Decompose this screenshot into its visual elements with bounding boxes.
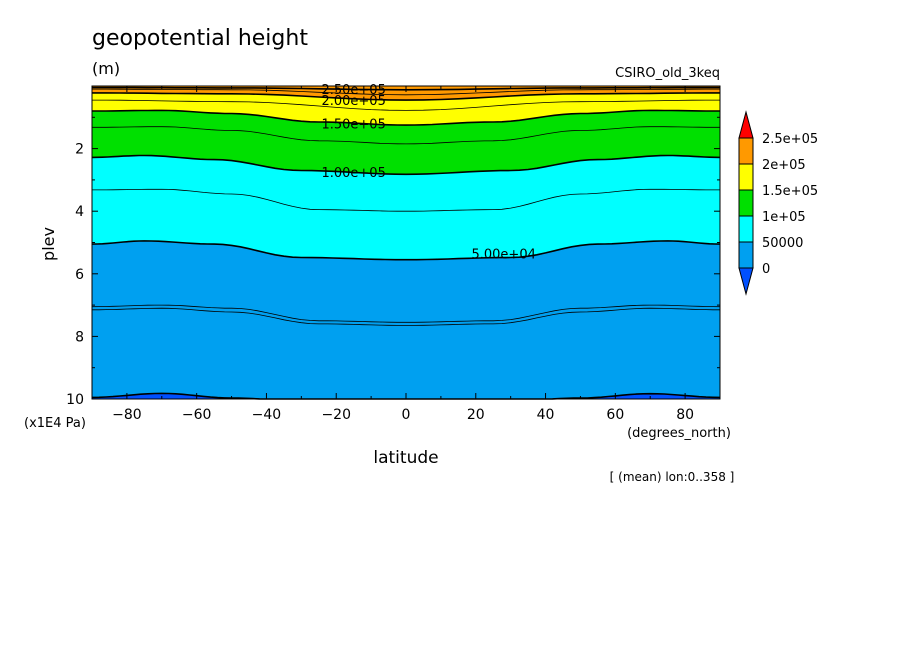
model-name: CSIRO_old_3keq: [615, 66, 720, 81]
contour-line-100000: [91, 154, 721, 176]
y-axis: 2 4 6 8 10: [66, 116, 720, 408]
x-tick-label--40: −40: [252, 407, 282, 423]
y-tick-label-4: 4: [75, 204, 84, 220]
x-tick-label--60: −60: [182, 407, 212, 423]
contour-label-200000: 2.00e+05: [321, 94, 385, 109]
y-tick-label-8: 8: [75, 329, 84, 345]
colorbar-swatch-2: [738, 163, 754, 191]
y-axis-units: (x1E4 Pa): [24, 416, 86, 431]
contour-label-150000: 1.50e+05: [321, 118, 385, 133]
colorbar-swatch-3: [738, 189, 754, 217]
contour-line-thin-24000: [92, 307, 720, 326]
x-tick-label-60: 60: [606, 407, 624, 423]
x-tick-label--80: −80: [112, 407, 142, 423]
chart-title: geopotential height: [92, 26, 308, 51]
contour-label-250000: 2.50e+05: [321, 83, 385, 98]
contour-line-thin-75000: [92, 188, 720, 212]
x-axis-label: latitude: [373, 448, 438, 468]
band-below-50000: [92, 240, 720, 399]
colorbar-swatch-1: [738, 137, 754, 165]
contour-line-150000: [92, 109, 720, 126]
plot-area: 5.00e+04 1.00e+05 1.50e+05 2.00e+052.50e+05: [91, 83, 721, 400]
colorbar-label-0: 2.5e+05: [762, 132, 818, 147]
x-tick-label-80: 80: [676, 407, 694, 423]
chart-units: (m): [92, 59, 120, 78]
y-axis-label: plev: [39, 227, 58, 261]
contour-line-thin-175000: [92, 99, 720, 111]
colorbar-swatch-5: [738, 241, 754, 269]
colorbar: 2.5e+05 2e+05 1.5e+05 1e+05 50000 0: [738, 110, 818, 296]
colorbar-label-5: 0: [762, 262, 770, 277]
mean-note: [ (mean) lon:0..358 ]: [610, 470, 735, 484]
colorbar-arrow-top: [738, 110, 754, 139]
colorbar-arrow-bottom: [738, 267, 754, 296]
x-tick-label--20: −20: [321, 407, 351, 423]
x-axis: −80 −60 −40 −20 0 20 40 60 80: [91, 86, 721, 423]
colorbar-label-4: 50000: [762, 236, 803, 251]
x-tick-label-20: 20: [467, 407, 485, 423]
x-axis-units: (degrees_north): [627, 426, 731, 441]
colorbar-label-2: 1.5e+05: [762, 184, 818, 199]
colorbar-swatch-4: [738, 215, 754, 243]
contour-line-50000: [91, 240, 721, 261]
y-tick-label-10: 10: [66, 392, 84, 408]
contour-label-50000: 5.00e+04: [471, 247, 535, 262]
colorbar-label-1: 2e+05: [762, 158, 806, 173]
x-tick-label-0: 0: [402, 407, 411, 423]
y-tick-label-2: 2: [75, 142, 84, 158]
colorbar-label-3: 1e+05: [762, 210, 806, 225]
contour-label-100000: 1.00e+05: [321, 166, 385, 181]
contour-line-200000: [92, 92, 720, 101]
y-tick-label-6: 6: [75, 267, 84, 283]
contour-line-thin-25000: [91, 304, 721, 323]
contour-line-thin-125000: [92, 126, 720, 145]
contour-line-thin-225000: [92, 88, 720, 96]
x-tick-label-40: 40: [537, 407, 555, 423]
